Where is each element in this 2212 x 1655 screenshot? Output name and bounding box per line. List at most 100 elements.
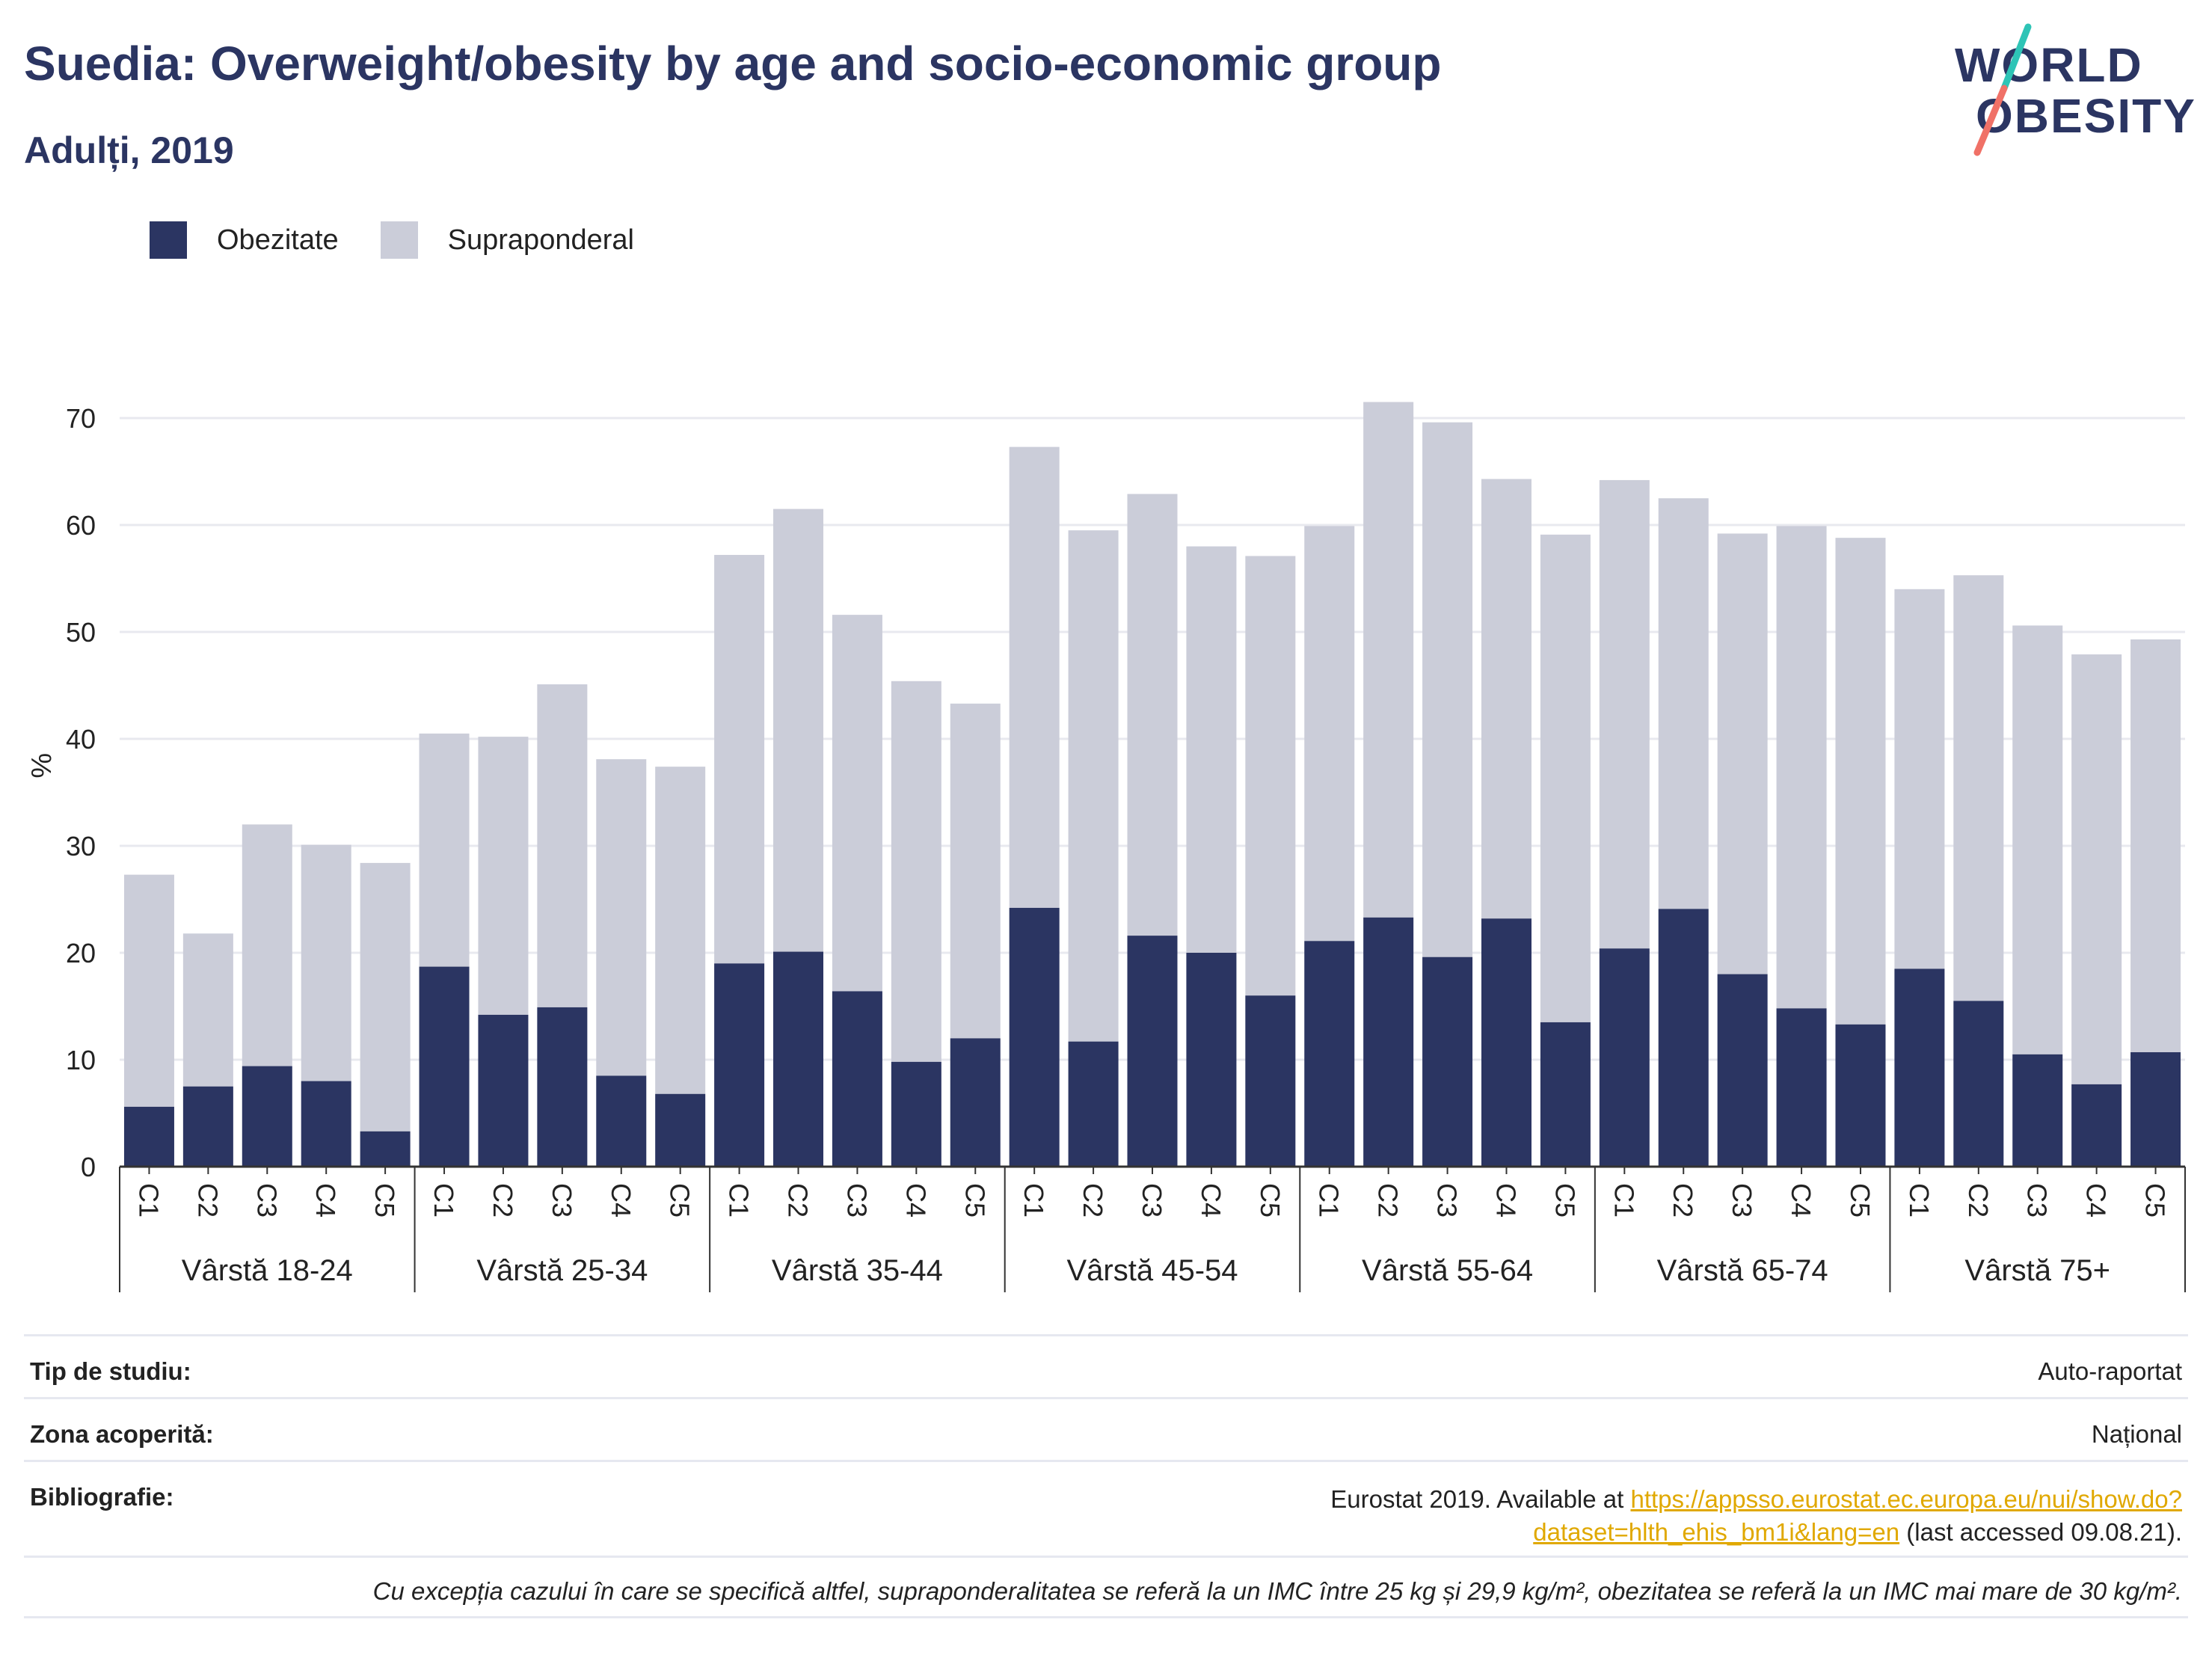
bar-obesity <box>832 991 882 1167</box>
x-tick-label: C5 <box>369 1183 400 1218</box>
age-group-label: Vârstă 35-44 <box>772 1254 943 1287</box>
bar-obesity <box>242 1066 292 1167</box>
bar-obesity <box>2071 1084 2122 1167</box>
x-tick-label: C4 <box>1490 1183 1521 1218</box>
bar-obesity <box>655 1093 706 1167</box>
bar-overweight <box>360 862 411 1132</box>
stacked-bar-chart: 0 10 20 30 40 50 60 70% C1 C2 C3 C4 C5 Vârstă 18-24 C1… <box>26 402 2186 1292</box>
x-tick-label: C4 <box>900 1183 931 1218</box>
bar-overweight <box>1776 526 1827 1009</box>
logo-line-1: WORLD <box>1955 38 2143 92</box>
bibliography-label: Bibliografie: <box>30 1483 174 1511</box>
x-tick-label: C1 <box>1904 1183 1935 1218</box>
x-tick-label: C4 <box>2081 1183 2112 1218</box>
bar-obesity <box>1186 953 1237 1167</box>
bar-obesity <box>1894 968 1945 1167</box>
bar-overweight <box>891 681 941 1062</box>
bar-overweight <box>655 767 706 1094</box>
info-row-note: Cu excepția cazului în care se specifică… <box>24 1556 2188 1618</box>
bar-obesity <box>1304 941 1355 1167</box>
x-tick-label: C2 <box>192 1183 223 1218</box>
bar-overweight <box>773 509 824 952</box>
bar-overweight <box>950 703 1001 1039</box>
bar-overweight <box>2012 625 2063 1054</box>
bar-overweight <box>1481 479 1531 919</box>
bar-overweight <box>1658 498 1709 909</box>
bar-obesity <box>1363 917 1414 1167</box>
x-tick-label: C2 <box>1963 1183 1994 1218</box>
legend-label-obesity: Obezitate <box>217 224 339 256</box>
bar-overweight <box>1363 402 1414 918</box>
world-obesity-logo: WORLD OBESITY <box>1944 21 2195 163</box>
x-tick-label: C3 <box>251 1183 282 1218</box>
bar-overweight <box>832 615 882 992</box>
bar-obesity <box>1540 1022 1591 1167</box>
x-tick-label: C3 <box>547 1183 577 1218</box>
bar-obesity <box>182 1086 233 1167</box>
bar-obesity <box>1835 1024 1886 1167</box>
bar-obesity <box>419 966 470 1167</box>
x-tick-label: C3 <box>2022 1183 2053 1218</box>
bar-obesity <box>478 1014 529 1167</box>
x-tick-label: C3 <box>1137 1183 1167 1218</box>
bar-obesity <box>714 963 765 1167</box>
y-tick-label: 10 <box>66 1045 96 1075</box>
bar-overweight <box>1245 556 1296 996</box>
bar-obesity <box>891 1061 941 1167</box>
x-tick-label: C2 <box>488 1183 518 1218</box>
bar-obesity <box>2130 1051 2181 1167</box>
x-tick-label: C2 <box>1668 1183 1698 1218</box>
bar-overweight <box>1127 494 1178 936</box>
info-row-coverage: Zona acoperită: Național <box>24 1397 2188 1460</box>
bar-overweight <box>1304 526 1355 942</box>
x-tick-label: C1 <box>1609 1183 1639 1218</box>
bar-obesity <box>1658 909 1709 1167</box>
y-tick-label: 50 <box>66 617 96 648</box>
bar-overweight <box>714 555 765 964</box>
bar-overweight <box>1717 533 1768 974</box>
bar-obesity <box>1953 1001 2004 1167</box>
x-tick-label: C5 <box>959 1183 990 1218</box>
bar-overweight <box>1009 446 1060 908</box>
x-tick-label: C1 <box>1314 1183 1345 1218</box>
legend-swatch-overweight <box>380 221 418 259</box>
bibliography-link[interactable]: https://appsso.eurostat.ec.europa.eu/nui… <box>1533 1485 2182 1546</box>
x-tick-label: C1 <box>428 1183 459 1218</box>
bar-overweight <box>1186 546 1237 953</box>
x-tick-label: C4 <box>1786 1183 1816 1218</box>
bar-overweight <box>301 844 351 1081</box>
bar-overweight <box>596 759 647 1076</box>
x-tick-label: C2 <box>1373 1183 1404 1218</box>
y-axis-label: % <box>26 753 58 779</box>
info-row-bibliography: Bibliografie: Eurostat 2019. Available a… <box>24 1460 2188 1556</box>
x-tick-label: C5 <box>665 1183 695 1218</box>
legend-swatch-obesity <box>150 221 187 259</box>
bar-overweight <box>123 874 174 1107</box>
bar-obesity <box>1599 948 1650 1167</box>
bibliography-prefix: Eurostat 2019. Available at <box>1330 1485 1631 1513</box>
x-tick-label: C2 <box>1078 1183 1108 1218</box>
bibliography-suffix: (last accessed 09.08.21). <box>1899 1518 2182 1546</box>
bar-overweight <box>242 824 292 1066</box>
x-tick-label: C5 <box>1255 1183 1285 1218</box>
y-tick-label: 70 <box>66 403 96 434</box>
info-table: Tip de studiu: Auto-raportat Zona acoper… <box>24 1334 2188 1618</box>
age-group-label: Vârstă 18-24 <box>182 1254 353 1287</box>
bar-obesity <box>301 1081 351 1167</box>
bar-obesity <box>1009 907 1060 1167</box>
bar-overweight <box>478 737 529 1015</box>
bar-obesity <box>773 951 824 1167</box>
x-tick-label: C3 <box>1727 1183 1757 1218</box>
logo-slash-icon <box>1973 23 2032 156</box>
study-type-label: Tip de studiu: <box>30 1357 191 1385</box>
legend-item-obesity: Obezitate <box>150 221 339 259</box>
age-group-label: Vârstă 75+ <box>1964 1254 2110 1287</box>
bar-obesity <box>123 1106 174 1167</box>
bar-obesity <box>537 1007 588 1167</box>
study-type-value: Auto-raportat <box>2038 1357 2182 1385</box>
y-tick-label: 20 <box>66 938 96 968</box>
x-tick-label: C4 <box>606 1183 636 1218</box>
x-tick-label: C4 <box>1196 1183 1226 1218</box>
coverage-value: Național <box>2091 1420 2182 1448</box>
bar-obesity <box>596 1075 647 1167</box>
